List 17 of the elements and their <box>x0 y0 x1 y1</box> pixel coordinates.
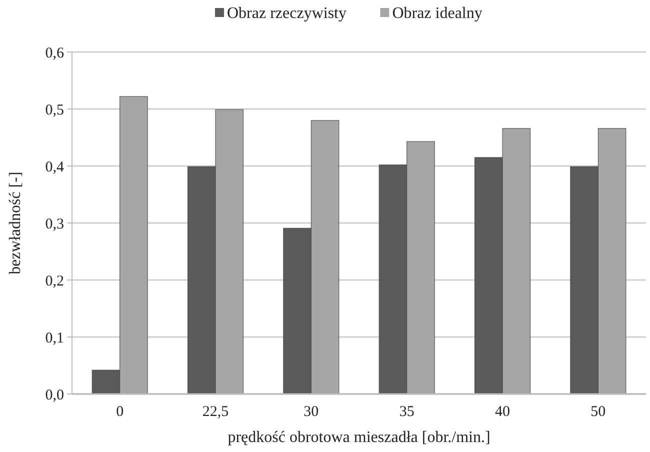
y-tick-label: 0,2 <box>45 273 64 290</box>
y-axis-title: bezwładność [-] <box>7 172 24 274</box>
y-tick-label: 0,0 <box>45 387 64 404</box>
y-tick-label: 0,1 <box>45 330 64 346</box>
x-axis-title: prędkość obrotowa mieszadła [obr./min.] <box>228 429 490 446</box>
x-tick-label: 40 <box>495 404 510 420</box>
legend-label: Obraz rzeczywisty <box>227 5 346 22</box>
y-tick-label: 0,5 <box>45 102 64 118</box>
y-tick-label: 0,3 <box>45 216 64 232</box>
x-tick-label: 30 <box>304 404 319 420</box>
x-tick-label: 0 <box>116 404 124 420</box>
x-tick-label: 50 <box>590 404 606 420</box>
x-tick-label: 35 <box>399 404 414 420</box>
y-tick-label: 0,6 <box>45 45 64 62</box>
y-tick-label: 0,4 <box>45 159 64 176</box>
x-tick-label: 22,5 <box>202 404 229 420</box>
legend-label: Obraz idealny <box>392 5 482 22</box>
